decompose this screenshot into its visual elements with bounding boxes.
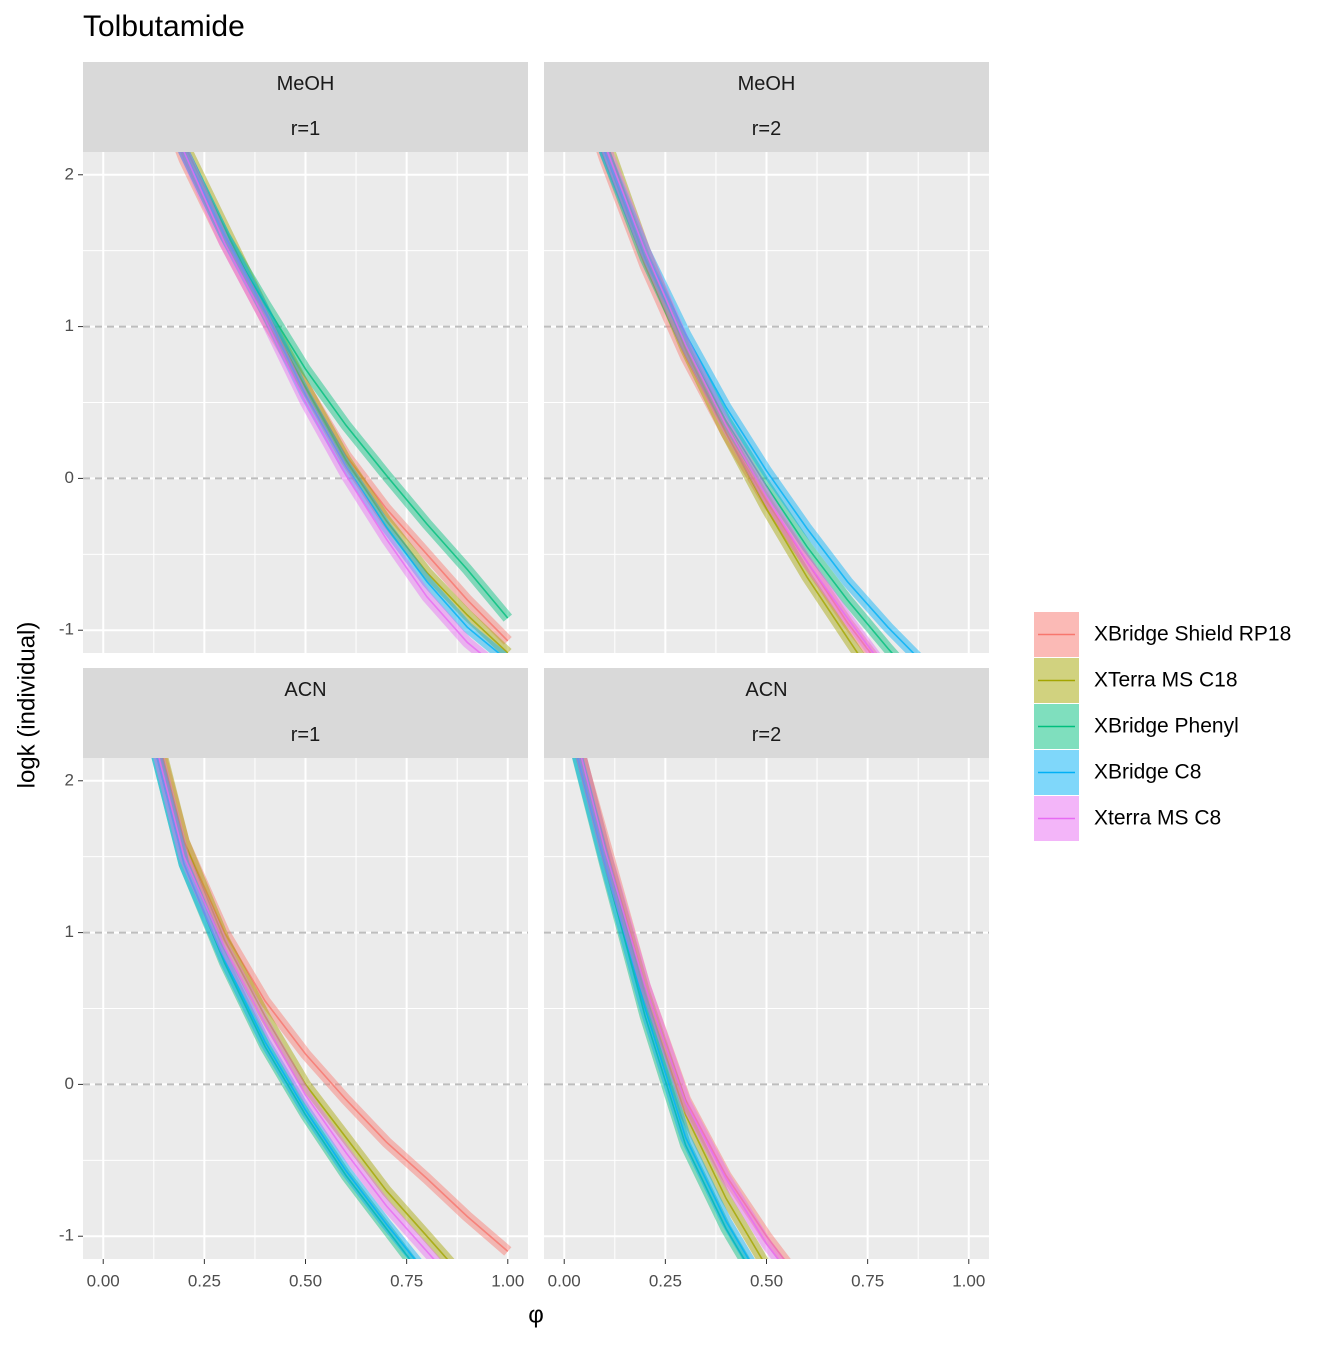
strip-label: r=2: [752, 118, 781, 140]
legend-label: XBridge C8: [1094, 761, 1201, 784]
strip-label: r=2: [752, 724, 781, 746]
line: [576, 758, 745, 1259]
line: [603, 152, 894, 653]
x-tick-label: 0.50: [289, 1271, 322, 1290]
line: [603, 152, 915, 653]
strip: [83, 713, 528, 758]
plot-area: [151, 758, 512, 1259]
y-tick-label: 2: [65, 164, 74, 183]
x-tick-label: 1.00: [952, 1271, 985, 1290]
y-tick-label: 1: [65, 316, 74, 335]
plot-area: [572, 758, 791, 1259]
x-tick-label: 1.00: [491, 1271, 524, 1290]
x-axis-title: φ: [528, 1301, 544, 1328]
plot-area: [596, 152, 922, 653]
legend-label: XBridge Phenyl: [1094, 715, 1239, 738]
strip: [544, 62, 989, 107]
x-tick-label: 0.00: [548, 1271, 581, 1290]
line: [156, 758, 416, 1259]
line: [606, 152, 875, 653]
strip-label: ACN: [284, 679, 326, 701]
strip-label: MeOH: [738, 73, 796, 95]
strip-label: ACN: [745, 679, 787, 701]
legend-label: Xterra MS C8: [1094, 807, 1221, 830]
x-tick-label: 0.75: [851, 1271, 884, 1290]
legend-label: XBridge Shield RP18: [1094, 623, 1291, 646]
y-tick-label: 0: [65, 468, 74, 487]
line: [183, 152, 482, 653]
line: [162, 758, 449, 1259]
y-tick-label: -1: [59, 1226, 74, 1245]
y-tick-label: -1: [59, 620, 74, 639]
y-tick-label: 2: [65, 770, 74, 789]
x-tick-label: 0.25: [188, 1271, 221, 1290]
chart-title: Tolbutamide: [83, 10, 245, 43]
legend-label: XTerra MS C18: [1094, 669, 1238, 692]
line: [577, 758, 750, 1259]
strip: [544, 107, 989, 152]
x-tick-label: 0.75: [390, 1271, 423, 1290]
plot-area: [175, 152, 513, 653]
line: [183, 152, 500, 653]
y-tick-label: 0: [65, 1074, 74, 1093]
strip-label: MeOH: [277, 73, 335, 95]
line: [609, 152, 859, 653]
strip: [83, 668, 528, 713]
strip-label: r=1: [291, 118, 320, 140]
line: [186, 152, 509, 653]
line: [580, 758, 785, 1259]
x-tick-label: 0.00: [87, 1271, 120, 1290]
x-tick-label: 0.25: [649, 1271, 682, 1290]
strip: [544, 713, 989, 758]
y-axis-title: logk (individual): [13, 622, 40, 789]
line: [183, 152, 509, 619]
line: [580, 758, 780, 1259]
line: [158, 758, 435, 1259]
strip: [83, 107, 528, 152]
x-tick-label: 0.50: [750, 1271, 783, 1290]
strip: [83, 62, 528, 107]
strip-label: r=1: [291, 724, 320, 746]
strip: [544, 668, 989, 713]
line: [601, 152, 872, 653]
y-tick-label: 1: [65, 922, 74, 941]
